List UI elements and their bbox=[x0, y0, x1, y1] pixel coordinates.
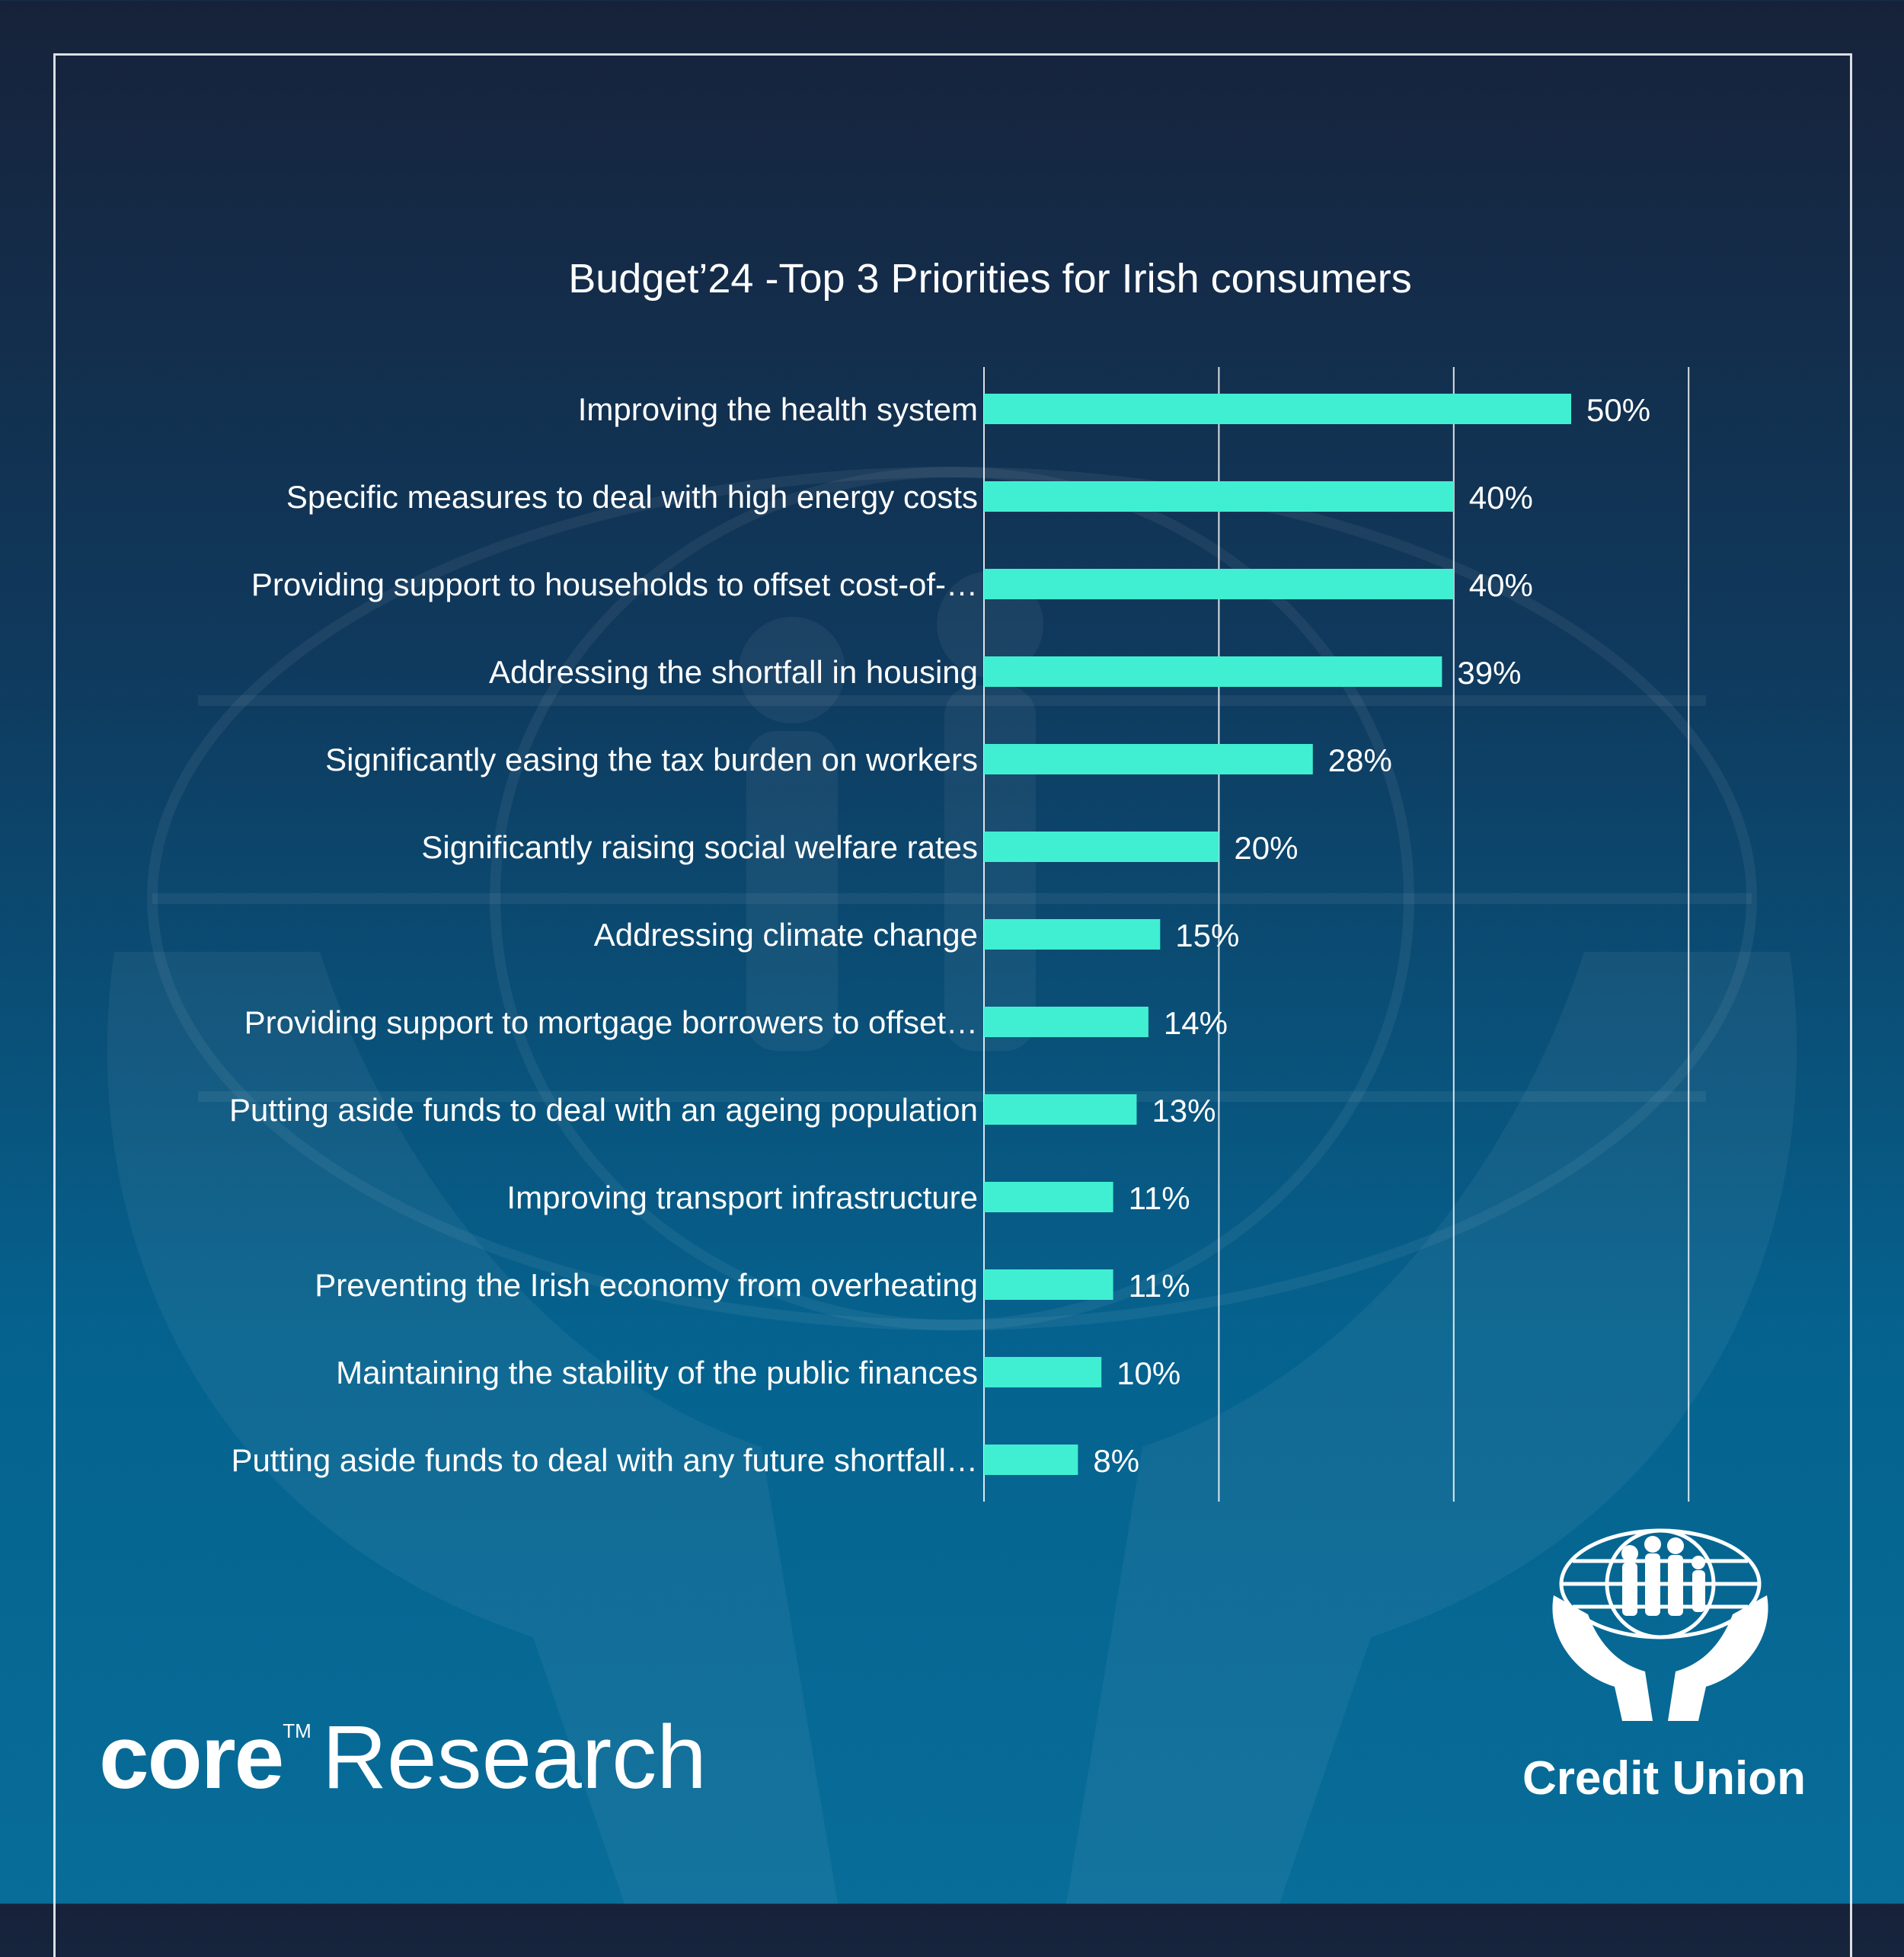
category-label: Significantly raising social welfare rat… bbox=[421, 829, 978, 865]
value-label: 40% bbox=[1469, 480, 1533, 516]
category-label: Preventing the Irish economy from overhe… bbox=[315, 1267, 978, 1303]
category-label: Putting aside funds to deal with any fut… bbox=[231, 1442, 978, 1478]
category-label: Specific measures to deal with high ener… bbox=[286, 479, 978, 515]
border-frame bbox=[53, 53, 1852, 1957]
bar bbox=[984, 1182, 1113, 1212]
category-label: Putting aside funds to deal with an agei… bbox=[229, 1092, 978, 1128]
bar bbox=[984, 569, 1454, 599]
bar bbox=[984, 919, 1161, 950]
value-label: 10% bbox=[1117, 1355, 1180, 1391]
bar bbox=[984, 1094, 1137, 1125]
credit-union-logo-icon bbox=[1552, 1528, 1768, 1721]
core-research-logo: coreTM Research bbox=[99, 1706, 707, 1809]
research-wordmark: Research bbox=[321, 1707, 707, 1808]
bar bbox=[984, 744, 1313, 774]
value-label: 13% bbox=[1152, 1093, 1216, 1129]
bar bbox=[984, 1269, 1113, 1300]
core-wordmark: core bbox=[99, 1707, 284, 1808]
value-label: 11% bbox=[1129, 1268, 1190, 1304]
bar bbox=[984, 1445, 1078, 1475]
bar bbox=[984, 1357, 1102, 1387]
category-label: Addressing climate change bbox=[594, 917, 978, 953]
category-label: Improving transport infrastructure bbox=[506, 1180, 978, 1215]
value-label: 39% bbox=[1457, 655, 1521, 691]
value-label: 8% bbox=[1093, 1443, 1139, 1479]
value-label: 50% bbox=[1586, 392, 1650, 428]
value-label: 20% bbox=[1234, 830, 1298, 866]
bar bbox=[984, 656, 1442, 687]
chart-title: Budget’24 -Top 3 Priorities for Irish co… bbox=[568, 256, 1412, 302]
bar bbox=[984, 394, 1571, 424]
trademark-mark: TM bbox=[283, 1719, 311, 1742]
value-label: 11% bbox=[1129, 1180, 1190, 1216]
value-label: 28% bbox=[1328, 742, 1392, 778]
bar bbox=[984, 1007, 1148, 1037]
category-label: Providing support to mortgage borrowers … bbox=[244, 1004, 978, 1040]
bar bbox=[984, 481, 1454, 512]
category-label: Maintaining the stability of the public … bbox=[336, 1355, 978, 1390]
value-label: 14% bbox=[1164, 1005, 1228, 1041]
bar-chart: Improving the health system 50% Specific m… bbox=[229, 391, 1650, 1479]
credit-union-watermark bbox=[0, 0, 1904, 1904]
category-label: Providing support to households to offse… bbox=[251, 567, 978, 602]
category-label: Addressing the shortfall in housing bbox=[489, 654, 978, 690]
category-label: Significantly easing the tax burden on w… bbox=[325, 742, 978, 777]
value-label: 40% bbox=[1469, 567, 1533, 603]
category-label: Improving the health system bbox=[578, 391, 978, 427]
value-label: 15% bbox=[1175, 918, 1239, 953]
credit-union-wordmark: Credit Union bbox=[1522, 1752, 1806, 1805]
bar bbox=[984, 832, 1219, 862]
